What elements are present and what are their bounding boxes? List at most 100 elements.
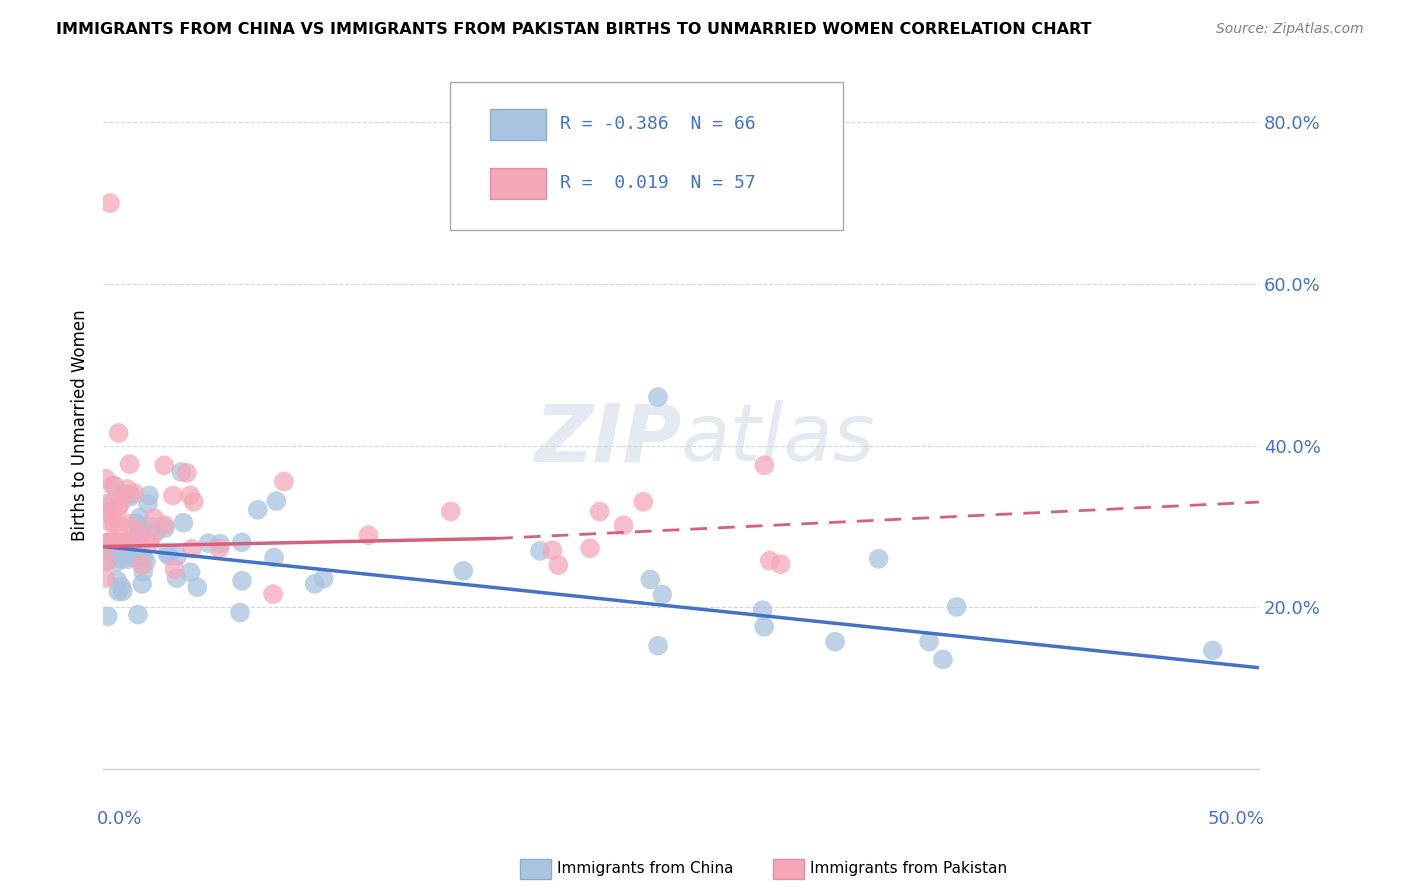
Point xyxy=(100,508,122,523)
Point xyxy=(304,577,326,591)
Point xyxy=(262,587,284,601)
Point xyxy=(754,620,776,634)
Point xyxy=(824,634,846,648)
Point xyxy=(108,518,131,533)
Point xyxy=(153,458,176,473)
Point xyxy=(100,544,122,558)
Point xyxy=(651,588,673,602)
Point xyxy=(94,472,117,486)
Point xyxy=(122,531,145,545)
Point xyxy=(118,538,141,552)
Point xyxy=(111,552,134,566)
Point xyxy=(179,488,201,502)
Point xyxy=(541,543,564,558)
Point xyxy=(143,511,166,525)
Point xyxy=(96,553,118,567)
Point xyxy=(105,573,128,587)
Text: R =  0.019  N = 57: R = 0.019 N = 57 xyxy=(560,174,755,192)
Point xyxy=(98,535,121,549)
Point xyxy=(120,549,142,564)
Point xyxy=(129,528,152,542)
Point xyxy=(110,579,132,593)
Point xyxy=(128,510,150,524)
Point xyxy=(918,634,941,648)
Point xyxy=(97,535,120,549)
Point xyxy=(769,557,792,571)
Point xyxy=(111,584,134,599)
Point xyxy=(186,580,208,594)
Point xyxy=(180,541,202,556)
Text: Immigrants from Pakistan: Immigrants from Pakistan xyxy=(810,862,1007,876)
Point xyxy=(180,566,202,580)
Point xyxy=(246,503,269,517)
Point xyxy=(136,497,159,511)
Point xyxy=(153,518,176,533)
Point xyxy=(141,520,163,534)
Point xyxy=(125,533,148,547)
Point xyxy=(1201,643,1223,657)
Point xyxy=(170,465,193,479)
Point xyxy=(118,490,141,504)
Point xyxy=(101,495,124,509)
Point xyxy=(127,549,149,564)
Text: R = -0.386  N = 66: R = -0.386 N = 66 xyxy=(560,115,755,134)
Point xyxy=(166,549,188,563)
Point xyxy=(103,535,125,549)
Point xyxy=(759,554,782,568)
Point xyxy=(131,558,153,572)
Point xyxy=(579,541,602,556)
Point xyxy=(98,515,121,529)
Point xyxy=(157,549,180,563)
Point xyxy=(96,496,118,510)
Point xyxy=(112,535,135,549)
Point xyxy=(101,478,124,492)
Point xyxy=(453,564,475,578)
Point xyxy=(868,552,890,566)
Point xyxy=(100,535,122,549)
Point xyxy=(263,550,285,565)
Point xyxy=(357,528,380,542)
Text: IMMIGRANTS FROM CHINA VS IMMIGRANTS FROM PAKISTAN BIRTHS TO UNMARRIED WOMEN CORR: IMMIGRANTS FROM CHINA VS IMMIGRANTS FROM… xyxy=(56,22,1091,37)
Point xyxy=(153,521,176,535)
Point xyxy=(97,609,120,624)
Point xyxy=(547,558,569,572)
Point xyxy=(197,536,219,550)
Point xyxy=(135,555,157,569)
Text: 50.0%: 50.0% xyxy=(1208,810,1265,828)
Point xyxy=(132,565,155,579)
Point xyxy=(138,488,160,502)
Point xyxy=(112,535,135,549)
Point xyxy=(166,571,188,585)
Point xyxy=(145,524,167,539)
Point xyxy=(647,390,669,404)
Point xyxy=(754,458,776,473)
Point xyxy=(94,543,117,558)
Text: atlas: atlas xyxy=(681,400,876,478)
Point xyxy=(94,504,117,518)
Point xyxy=(647,639,669,653)
Point xyxy=(633,495,655,509)
Point xyxy=(932,652,955,666)
Point xyxy=(94,571,117,585)
Point xyxy=(96,535,118,549)
Point xyxy=(118,516,141,531)
Point xyxy=(118,487,141,501)
Point xyxy=(172,516,194,530)
Point xyxy=(128,519,150,533)
Point xyxy=(613,518,636,533)
FancyBboxPatch shape xyxy=(450,82,842,229)
Point xyxy=(103,517,125,532)
Point xyxy=(94,555,117,569)
Point xyxy=(107,584,129,599)
Point xyxy=(127,607,149,622)
Point xyxy=(103,535,125,549)
Y-axis label: Births to Unmarried Women: Births to Unmarried Women xyxy=(72,310,89,541)
Point xyxy=(141,531,163,545)
Point xyxy=(208,541,231,556)
Point xyxy=(104,479,127,493)
Point xyxy=(124,486,146,500)
Point xyxy=(273,475,295,489)
Point xyxy=(107,425,129,440)
Point xyxy=(108,535,131,549)
Point xyxy=(111,487,134,501)
